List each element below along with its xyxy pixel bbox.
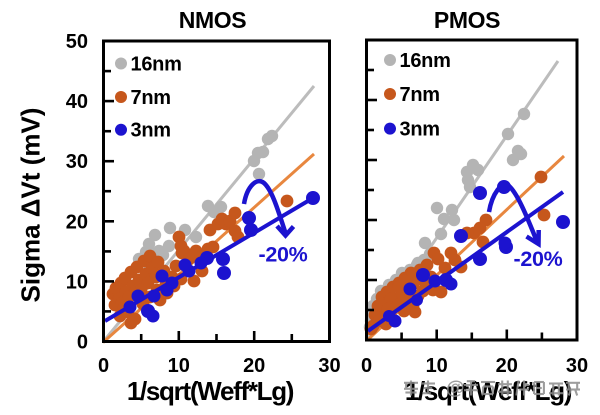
svg-text:0: 0 xyxy=(361,355,372,377)
svg-text:10: 10 xyxy=(168,355,190,377)
svg-text:50: 50 xyxy=(66,31,88,53)
svg-text:7nm: 7nm xyxy=(400,84,440,106)
svg-text:@: @ xyxy=(446,378,465,399)
svg-text:-20%: -20% xyxy=(514,247,563,271)
svg-text:10: 10 xyxy=(66,271,88,293)
svg-text:40: 40 xyxy=(66,91,88,113)
svg-text:NMOS: NMOS xyxy=(179,7,246,33)
svg-text:30: 30 xyxy=(66,151,88,173)
svg-text:20: 20 xyxy=(496,355,518,377)
svg-text:PMOS: PMOS xyxy=(434,7,500,33)
svg-text:0: 0 xyxy=(98,355,109,377)
svg-text:30: 30 xyxy=(566,355,588,377)
svg-text:16nm: 16nm xyxy=(400,50,451,72)
svg-text:16nm: 16nm xyxy=(131,54,182,76)
svg-text:3nm: 3nm xyxy=(400,119,440,141)
svg-text:Sigma ΔVt (mV): Sigma ΔVt (mV) xyxy=(16,108,46,303)
svg-text:20: 20 xyxy=(243,355,265,377)
svg-text:7nm: 7nm xyxy=(131,87,171,109)
svg-text:0: 0 xyxy=(77,332,88,354)
svg-text:-20%: -20% xyxy=(259,243,308,267)
svg-text:1/sqrt(Weff*Lg): 1/sqrt(Weff*Lg) xyxy=(127,376,294,406)
svg-text:20: 20 xyxy=(66,211,88,233)
svg-text:1/sqrt(Weff*Lg): 1/sqrt(Weff*Lg) xyxy=(405,376,572,406)
svg-text:10: 10 xyxy=(426,355,448,377)
svg-text:30: 30 xyxy=(318,355,340,377)
svg-text:3nm: 3nm xyxy=(131,120,171,142)
